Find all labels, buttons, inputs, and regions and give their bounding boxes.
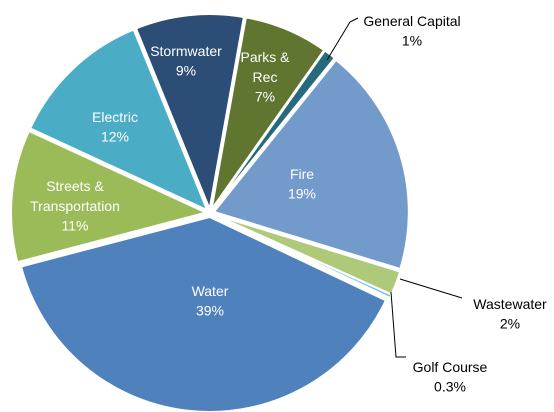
- pie-slice: [134, 13, 246, 213]
- slice-value-label: 1%: [402, 33, 422, 49]
- pie-slice: [210, 16, 326, 210]
- slice-name: Wastewater: [473, 296, 547, 312]
- slice-name: Electric: [92, 109, 138, 125]
- slice-value-label: 19%: [288, 186, 316, 202]
- pie-slice: [212, 58, 410, 271]
- pie-slice: [28, 28, 210, 213]
- slice-value-label: 2%: [500, 316, 520, 332]
- slice-name: Parks & Rec: [240, 49, 290, 85]
- pie-slice: [19, 215, 388, 412]
- leader-line: [326, 17, 359, 61]
- slice-name: Stormwater: [150, 43, 222, 59]
- slice-name: Golf Course: [413, 359, 488, 375]
- slice-value-label: 9%: [176, 63, 196, 79]
- slice-value-label: 12%: [101, 129, 129, 145]
- pie-slice: [10, 129, 209, 264]
- slice-value-label: 39%: [196, 303, 224, 319]
- slice-name: Fire: [290, 166, 314, 182]
- slice-value-label: 7%: [255, 89, 275, 105]
- slice-name: Streets & Transportation: [30, 178, 120, 214]
- leader-line: [390, 291, 406, 358]
- slice-name: General Capital: [363, 13, 460, 29]
- slice-value-label: 0.3%: [434, 379, 466, 395]
- pie-slice: [211, 49, 337, 211]
- slice-name: Water: [192, 283, 229, 299]
- slice-value-label: 11%: [62, 218, 89, 234]
- leader-line: [399, 278, 463, 299]
